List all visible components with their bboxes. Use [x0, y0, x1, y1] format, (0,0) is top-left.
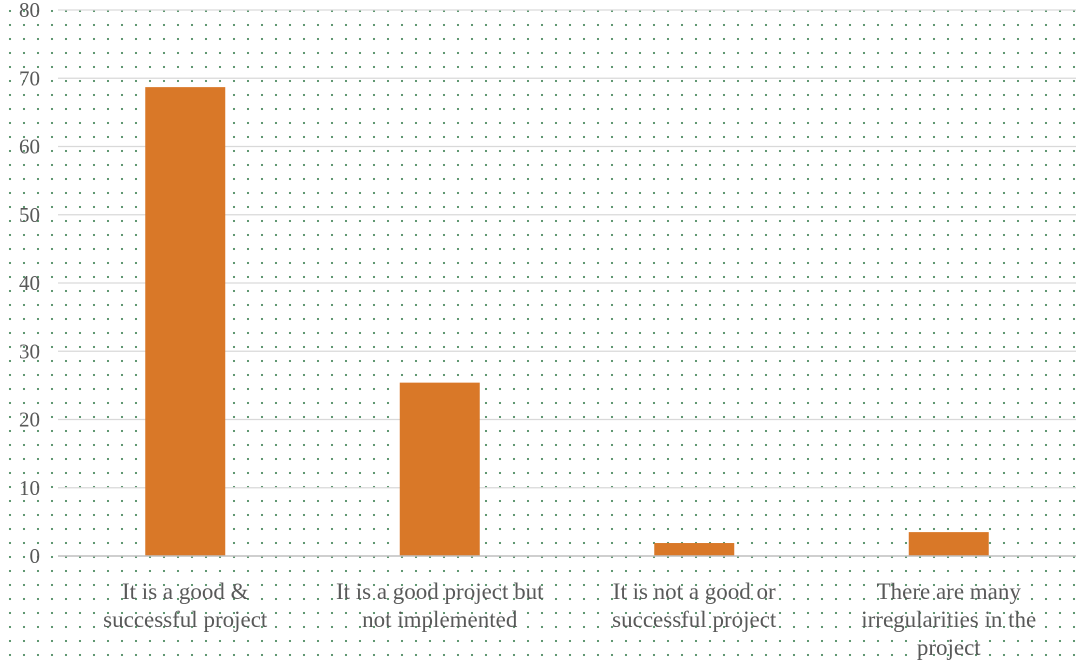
bar: [399, 382, 480, 556]
y-tick-label: 60: [19, 135, 40, 159]
x-category-label-line: successful project: [612, 607, 777, 632]
bar: [908, 532, 989, 556]
y-tick-label: 30: [19, 339, 40, 363]
x-category-label-line: irregularities in the: [861, 607, 1036, 632]
x-category-label-line: not implemented: [362, 607, 518, 632]
y-axis-tick-labels: 0 10 20 30 40 50 60 70 80: [19, 0, 40, 568]
x-category-label-line: It is a good &: [122, 579, 249, 604]
x-category-label: It is not a good or successful project: [612, 579, 777, 632]
y-tick-label: 70: [19, 66, 40, 90]
y-tick-label: 10: [19, 476, 40, 500]
x-category-label: It is a good & successful project: [103, 579, 268, 632]
y-tick-label: 0: [30, 544, 41, 568]
x-category-label: There are many irregularities in the proje…: [861, 579, 1036, 660]
gridlines: [58, 9, 1076, 489]
x-category-label-line: There are many: [877, 579, 1022, 604]
x-category-label-line: successful project: [103, 607, 268, 632]
bar: [145, 87, 226, 556]
y-tick-label: 50: [19, 203, 40, 227]
x-category-label: It is a good project but not implemented: [336, 579, 544, 632]
y-tick-label: 20: [19, 408, 40, 432]
bars: [145, 87, 989, 556]
x-category-label-line: project: [917, 635, 981, 660]
y-tick-label: 80: [19, 0, 40, 22]
x-category-label-line: It is not a good or: [613, 579, 776, 604]
bar: [654, 543, 735, 556]
x-category-label-line: It is a good project but: [336, 579, 544, 604]
y-tick-label: 40: [19, 271, 40, 295]
